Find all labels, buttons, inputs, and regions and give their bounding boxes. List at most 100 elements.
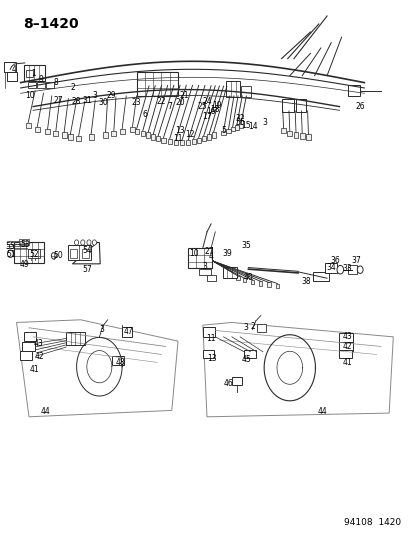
Text: 10: 10: [25, 92, 35, 100]
Bar: [20, 351, 32, 360]
Bar: [221, 131, 225, 135]
Bar: [206, 134, 211, 140]
Bar: [222, 266, 237, 278]
Text: 20: 20: [175, 98, 185, 107]
Bar: [267, 282, 270, 287]
Text: 8–1420: 8–1420: [23, 17, 78, 31]
Text: 17: 17: [202, 112, 211, 120]
Text: 3: 3: [262, 118, 267, 127]
Bar: [19, 239, 29, 245]
Text: 45: 45: [241, 356, 251, 364]
Bar: [28, 82, 36, 88]
Text: 13: 13: [206, 354, 216, 362]
Text: 12: 12: [185, 130, 195, 139]
Bar: [281, 99, 293, 112]
Bar: [230, 127, 234, 131]
Text: 32: 32: [235, 114, 244, 123]
Text: 1: 1: [31, 69, 36, 78]
Bar: [167, 139, 171, 144]
Text: 2: 2: [70, 84, 75, 92]
Bar: [250, 280, 254, 284]
Bar: [21, 342, 35, 351]
Text: 4: 4: [208, 253, 213, 261]
Bar: [225, 81, 240, 97]
Bar: [339, 342, 352, 351]
Bar: [37, 82, 45, 88]
Bar: [173, 140, 178, 145]
Bar: [280, 128, 285, 133]
Text: 35: 35: [241, 241, 251, 249]
Text: 41: 41: [342, 358, 352, 367]
Text: 3: 3: [243, 324, 248, 332]
Bar: [45, 129, 50, 134]
Text: 10: 10: [188, 249, 198, 257]
Bar: [259, 281, 262, 286]
Bar: [201, 136, 205, 141]
Bar: [312, 272, 328, 281]
Text: 24: 24: [202, 97, 211, 106]
Text: 57: 57: [82, 265, 92, 273]
Text: 33: 33: [342, 264, 352, 273]
Text: 16: 16: [206, 108, 216, 116]
Text: 3: 3: [93, 92, 97, 100]
Bar: [339, 333, 352, 342]
Bar: [111, 131, 116, 136]
Text: 46: 46: [223, 379, 233, 388]
Bar: [146, 132, 150, 138]
Bar: [287, 131, 292, 136]
Circle shape: [74, 240, 78, 245]
Text: 94108  1420: 94108 1420: [344, 518, 401, 527]
Bar: [206, 275, 216, 281]
Text: 19: 19: [212, 101, 222, 110]
Bar: [240, 86, 251, 97]
Bar: [156, 136, 160, 141]
Bar: [223, 268, 227, 272]
Text: 48: 48: [115, 358, 125, 367]
Bar: [4, 62, 16, 72]
Circle shape: [356, 266, 362, 273]
Bar: [242, 278, 245, 282]
Circle shape: [81, 240, 85, 245]
Bar: [230, 272, 233, 276]
Bar: [339, 350, 351, 358]
Text: 34: 34: [325, 263, 335, 272]
Text: 26: 26: [354, 102, 364, 111]
Bar: [186, 140, 190, 145]
Text: 11: 11: [206, 334, 215, 343]
Text: 23: 23: [131, 98, 141, 107]
Bar: [324, 263, 336, 273]
Text: 15: 15: [241, 121, 251, 130]
Bar: [112, 356, 124, 365]
Text: 36: 36: [330, 256, 339, 264]
Text: 13: 13: [175, 126, 185, 135]
Text: 39: 39: [222, 249, 232, 257]
Bar: [24, 332, 36, 341]
Text: 43: 43: [342, 333, 352, 341]
Bar: [76, 136, 81, 141]
Text: 44: 44: [316, 407, 326, 416]
Bar: [191, 139, 195, 144]
Text: 47: 47: [123, 327, 133, 336]
Bar: [7, 72, 17, 81]
Circle shape: [87, 240, 91, 245]
Bar: [66, 332, 85, 345]
Text: 8: 8: [53, 78, 58, 87]
Text: 3: 3: [99, 325, 104, 334]
Text: 49: 49: [20, 261, 30, 269]
Text: 31: 31: [82, 96, 92, 104]
Bar: [62, 132, 66, 138]
Bar: [24, 65, 45, 81]
Text: 22: 22: [157, 97, 166, 106]
Bar: [256, 324, 265, 332]
Text: 18: 18: [210, 105, 219, 114]
Bar: [151, 134, 155, 140]
Circle shape: [51, 253, 56, 259]
Circle shape: [7, 250, 13, 257]
Text: 42: 42: [342, 342, 352, 351]
Bar: [35, 127, 40, 132]
Bar: [180, 140, 184, 145]
Text: 28: 28: [72, 97, 81, 106]
Bar: [161, 138, 165, 143]
Text: 44: 44: [40, 407, 50, 416]
Bar: [68, 245, 91, 260]
